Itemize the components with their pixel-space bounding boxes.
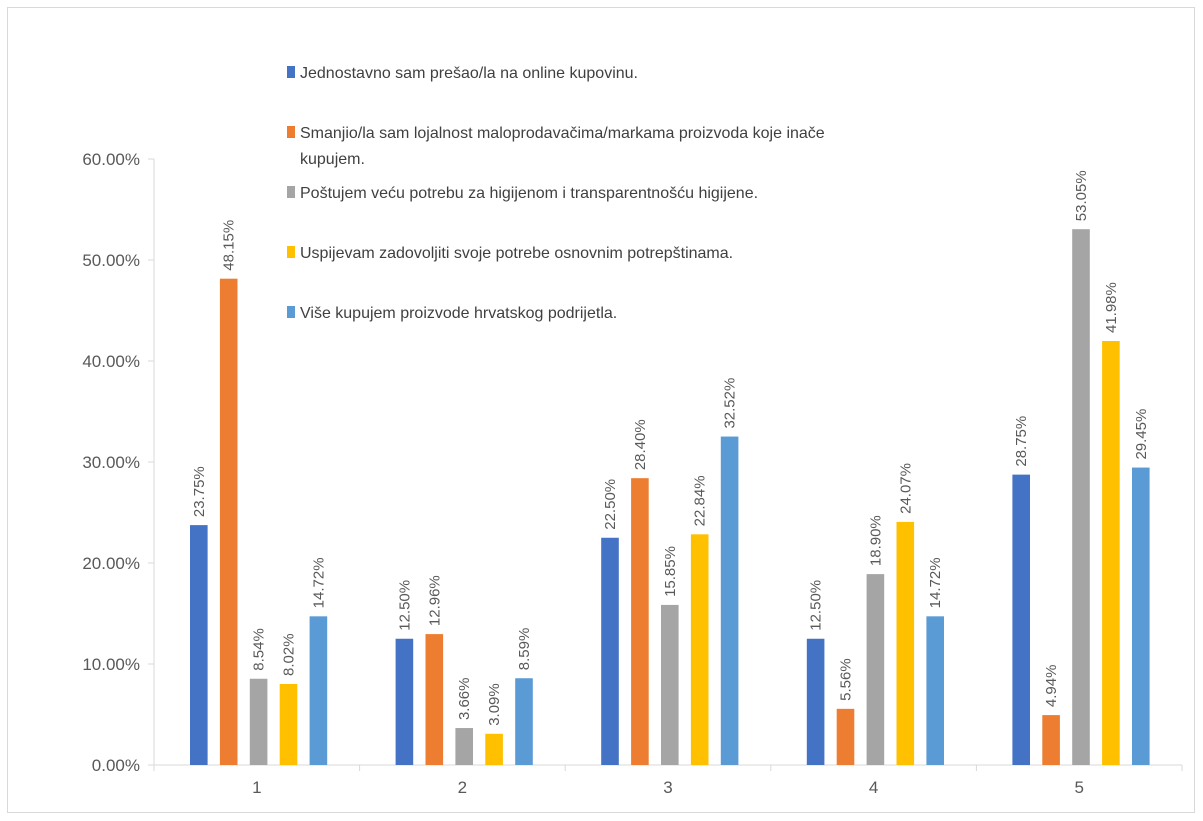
bar — [309, 616, 328, 765]
legend-swatch — [287, 246, 295, 258]
bar — [1072, 229, 1090, 765]
bar — [631, 478, 649, 765]
data-label: 8.54% — [251, 628, 268, 671]
data-label: 18.90% — [867, 515, 884, 566]
bar — [455, 728, 473, 765]
chart-frame: 0.00% 10.00% 20.00% 30.00% 40.00% 50.00% 60.00… — [7, 7, 1195, 813]
bar-chart: 0.00% 10.00% 20.00% 30.00% 40.00% 50.00% 60.00… — [82, 65, 1183, 797]
x-tick-label: 2 — [458, 778, 467, 797]
bar — [249, 678, 268, 765]
data-label: 4.94% — [1043, 665, 1060, 708]
bar — [515, 678, 533, 765]
y-tick-label: 30.00% — [82, 453, 140, 472]
data-label: 15.85% — [662, 546, 679, 597]
data-label: 22.50% — [602, 479, 619, 530]
legend: Jednostavno sam prešao/la na online kupo… — [287, 65, 825, 322]
bar — [601, 537, 619, 765]
data-label: 12.50% — [808, 580, 825, 631]
y-tick-label: 10.00% — [82, 655, 140, 674]
bar — [661, 604, 679, 765]
data-label: 14.72% — [310, 557, 327, 608]
bar — [836, 708, 855, 765]
y-tick-label: 50.00% — [82, 251, 140, 270]
x-tick-label: 4 — [869, 778, 878, 797]
legend-label: Uspijevam zadovoljiti svoje potrebe osno… — [300, 245, 733, 262]
bar — [395, 638, 414, 765]
data-label: 28.40% — [632, 419, 649, 470]
legend-label: Više kupujem proizvode hrvatskog podrije… — [300, 305, 617, 322]
bar — [1012, 474, 1030, 765]
bar — [866, 574, 885, 765]
data-label: 12.50% — [396, 580, 413, 631]
data-label: 14.72% — [927, 557, 944, 608]
legend-label: Jednostavno sam prešao/la na online kupo… — [300, 65, 638, 82]
bar — [190, 525, 208, 765]
bar — [279, 683, 298, 765]
data-label: 8.59% — [516, 628, 533, 671]
x-tick-label: 1 — [252, 778, 261, 797]
bars — [190, 229, 1150, 765]
y-tick-label: 60.00% — [82, 150, 140, 169]
bar — [1132, 467, 1150, 765]
data-label: 48.15% — [221, 220, 238, 271]
data-label: 23.75% — [191, 466, 208, 517]
data-label: 8.02% — [281, 633, 298, 676]
data-label: 53.05% — [1073, 170, 1090, 221]
data-label: 28.75% — [1013, 416, 1030, 467]
bar — [926, 616, 944, 765]
y-tick-label: 20.00% — [82, 554, 140, 573]
legend-swatch — [287, 306, 295, 318]
data-label: 29.45% — [1133, 409, 1150, 460]
data-label: 5.56% — [838, 658, 855, 701]
data-label: 22.84% — [692, 475, 709, 526]
bar — [425, 634, 444, 765]
bar — [1102, 341, 1120, 765]
legend-swatch — [287, 186, 295, 198]
bar — [1042, 715, 1060, 765]
data-label: 41.98% — [1103, 282, 1120, 333]
bar — [485, 733, 503, 765]
legend-swatch — [287, 66, 295, 78]
legend-label: Poštujem veću potrebu za higijenom i tra… — [300, 185, 758, 202]
bar — [720, 436, 739, 765]
data-label: 32.52% — [722, 378, 739, 429]
data-label: 12.96% — [426, 575, 443, 626]
bar — [690, 534, 709, 765]
y-tick-label: 0.00% — [92, 756, 140, 775]
legend-label: kupujem. — [300, 151, 365, 168]
data-label: 3.09% — [486, 683, 503, 726]
bar — [896, 521, 915, 765]
legend-label: Smanjio/la sam lojalnost maloprodavačima… — [300, 125, 825, 142]
bar — [219, 278, 238, 765]
bar — [806, 638, 825, 765]
data-label: 24.07% — [897, 463, 914, 514]
legend-swatch — [287, 126, 295, 138]
x-tick-label: 5 — [1074, 778, 1083, 797]
data-label: 3.66% — [456, 677, 473, 720]
data-labels: 23.75% 12.50% 22.50% 12.50% 28.75% 48.15% 12.9… — [191, 170, 1150, 725]
y-tick-label: 40.00% — [82, 352, 140, 371]
x-tick-label: 3 — [663, 778, 672, 797]
